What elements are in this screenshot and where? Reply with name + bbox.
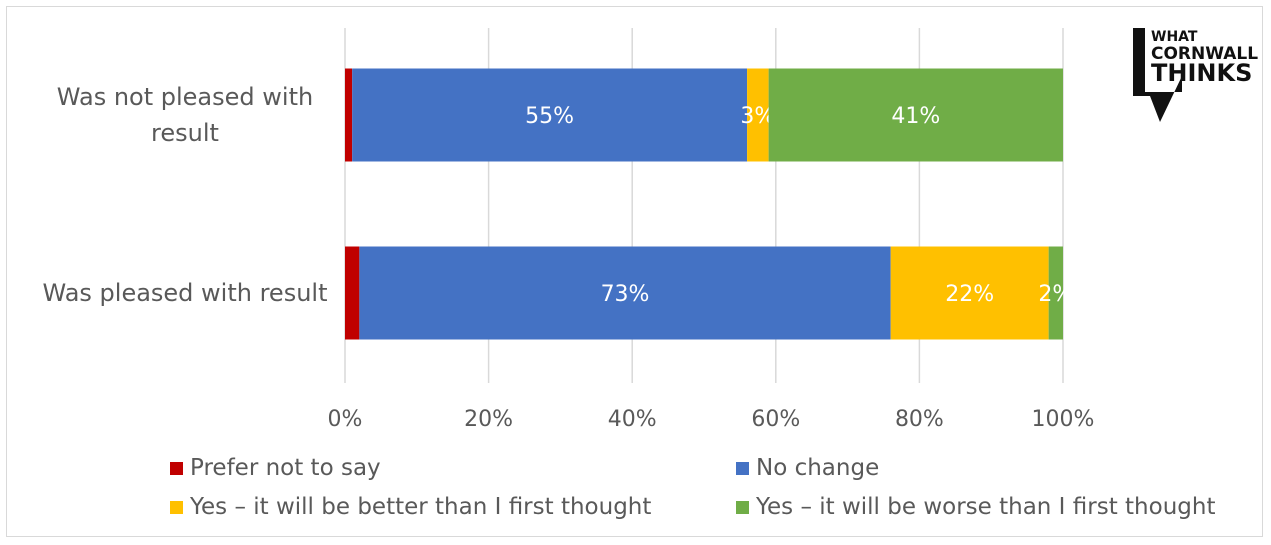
bar-segment bbox=[359, 246, 891, 340]
bar-segment bbox=[768, 68, 1063, 162]
category-label-line: Was pleased with result bbox=[43, 279, 328, 307]
legend-swatch bbox=[170, 462, 183, 475]
legend-swatch bbox=[170, 501, 183, 514]
legend-label: Prefer not to say bbox=[190, 455, 381, 481]
x-tick-label: 100% bbox=[1032, 407, 1095, 432]
bar-segment bbox=[747, 68, 769, 162]
legend-label: No change bbox=[756, 455, 879, 481]
x-tick-label: 40% bbox=[608, 407, 657, 432]
logo-line-3: THINKS bbox=[1151, 59, 1252, 87]
data-label: 41% bbox=[891, 104, 940, 129]
legend-label: Yes – it will be worse than I first thou… bbox=[755, 494, 1215, 520]
bar-segment bbox=[1048, 246, 1063, 340]
legend: Prefer not to say No change Yes – it will … bbox=[170, 455, 1215, 520]
x-tick-label: 80% bbox=[895, 407, 944, 432]
x-tick-labels: 0% 20% 40% 60% 80% 100% bbox=[328, 407, 1095, 432]
bars: 55% 3% 41%73% 22% 2% bbox=[345, 68, 1073, 340]
category-label: Was pleased with result bbox=[43, 279, 328, 307]
category-label-line: result bbox=[151, 119, 219, 147]
bar-segment bbox=[345, 68, 353, 162]
logo-speech-bubble-icon bbox=[1133, 28, 1182, 122]
what-cornwall-thinks-logo: WHAT CORNWALL THINKS bbox=[1133, 28, 1258, 122]
category-label-line: Was not pleased with bbox=[57, 83, 313, 111]
legend-swatch bbox=[736, 501, 749, 514]
category-labels: Was not pleased with result Was pleased wi… bbox=[43, 83, 328, 307]
legend-label: Yes – it will be better than I first tho… bbox=[189, 494, 651, 520]
data-label: 22% bbox=[945, 282, 994, 307]
x-tick-label: 60% bbox=[751, 407, 800, 432]
x-tick-label: 0% bbox=[328, 407, 363, 432]
data-label: 73% bbox=[601, 282, 650, 307]
data-label: 2% bbox=[1038, 282, 1073, 307]
logo-line-1: WHAT bbox=[1151, 29, 1198, 45]
bar-segment bbox=[890, 246, 1049, 340]
bar-segment bbox=[345, 246, 360, 340]
bar-segment bbox=[352, 68, 748, 162]
category-label: Was not pleased with result bbox=[57, 83, 313, 147]
x-tick-label: 20% bbox=[464, 407, 513, 432]
logo-line-2: CORNWALL bbox=[1151, 44, 1258, 64]
data-label: 55% bbox=[525, 104, 574, 129]
legend-swatch bbox=[736, 462, 749, 475]
